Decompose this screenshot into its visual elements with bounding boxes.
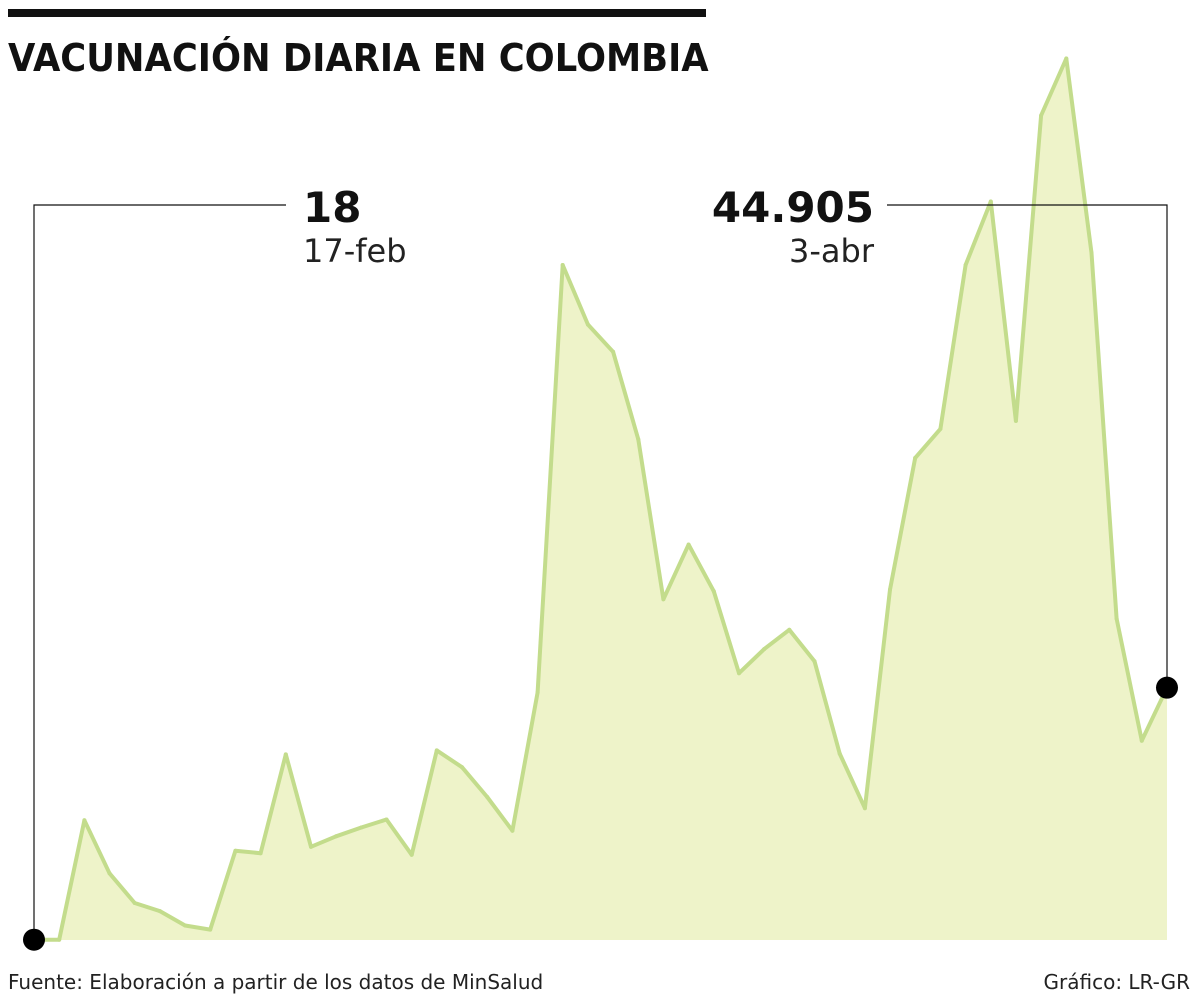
start-marker <box>23 928 45 951</box>
data-point-16 <box>434 748 439 753</box>
data-point-7 <box>208 927 213 932</box>
data-point-5 <box>157 909 162 914</box>
data-point-23 <box>611 349 616 354</box>
annotation-leader-left <box>33 204 286 940</box>
annotation-end-date: 3-abr <box>789 232 875 270</box>
data-point-24 <box>636 437 641 442</box>
data-point-12 <box>334 834 339 839</box>
data-point-35 <box>913 455 918 460</box>
data-point-33 <box>862 806 867 811</box>
data-point-6 <box>183 923 188 928</box>
data-point-17 <box>460 765 464 770</box>
annotation-start-date: 17-feb <box>303 232 407 270</box>
data-point-13 <box>359 825 364 830</box>
data-point-20 <box>535 690 540 695</box>
series-line <box>32 56 1169 942</box>
data-point-29 <box>762 647 767 652</box>
data-point-43 <box>1114 616 1119 621</box>
data-point-21 <box>560 263 565 267</box>
chart-title: VACUNACIÓN DIARIA EN COLOMBIA <box>8 36 709 80</box>
data-point-42 <box>1089 250 1094 255</box>
annotation-end-value: 44.905 <box>712 183 874 232</box>
annotation-leader-right <box>887 204 1168 688</box>
data-point-26 <box>686 542 691 547</box>
data-point-41 <box>1064 56 1069 61</box>
graphic-credit: Gráfico: LR-GR <box>1043 970 1190 994</box>
data-point-28 <box>737 671 741 676</box>
data-point-15 <box>409 852 414 857</box>
data-point-44 <box>1139 738 1144 743</box>
data-point-19 <box>510 828 515 833</box>
data-point-25 <box>661 597 666 602</box>
data-point-4 <box>132 901 137 905</box>
top-rule <box>8 9 706 17</box>
data-point-40 <box>1039 113 1044 118</box>
area-fill <box>34 58 1167 940</box>
data-point-2 <box>82 818 87 823</box>
data-point-32 <box>837 751 842 756</box>
data-point-39 <box>1013 418 1018 423</box>
data-point-30 <box>787 627 792 632</box>
data-point-27 <box>711 589 716 594</box>
data-point-3 <box>107 871 112 876</box>
data-point-1 <box>57 937 62 942</box>
end-marker <box>1156 676 1178 699</box>
annotation-start-value: 18 <box>303 183 361 232</box>
data-point-34 <box>888 587 892 592</box>
data-point-18 <box>485 795 490 799</box>
data-point-37 <box>963 263 968 267</box>
data-point-14 <box>384 817 389 822</box>
data-point-9 <box>258 851 263 856</box>
source-note: Fuente: Elaboración a partir de los dato… <box>8 970 544 994</box>
data-point-22 <box>585 322 590 327</box>
data-point-31 <box>812 659 817 664</box>
data-point-38 <box>988 199 993 204</box>
data-point-11 <box>309 844 313 849</box>
data-point-10 <box>283 752 288 757</box>
data-point-8 <box>233 848 238 853</box>
data-point-36 <box>938 426 943 431</box>
